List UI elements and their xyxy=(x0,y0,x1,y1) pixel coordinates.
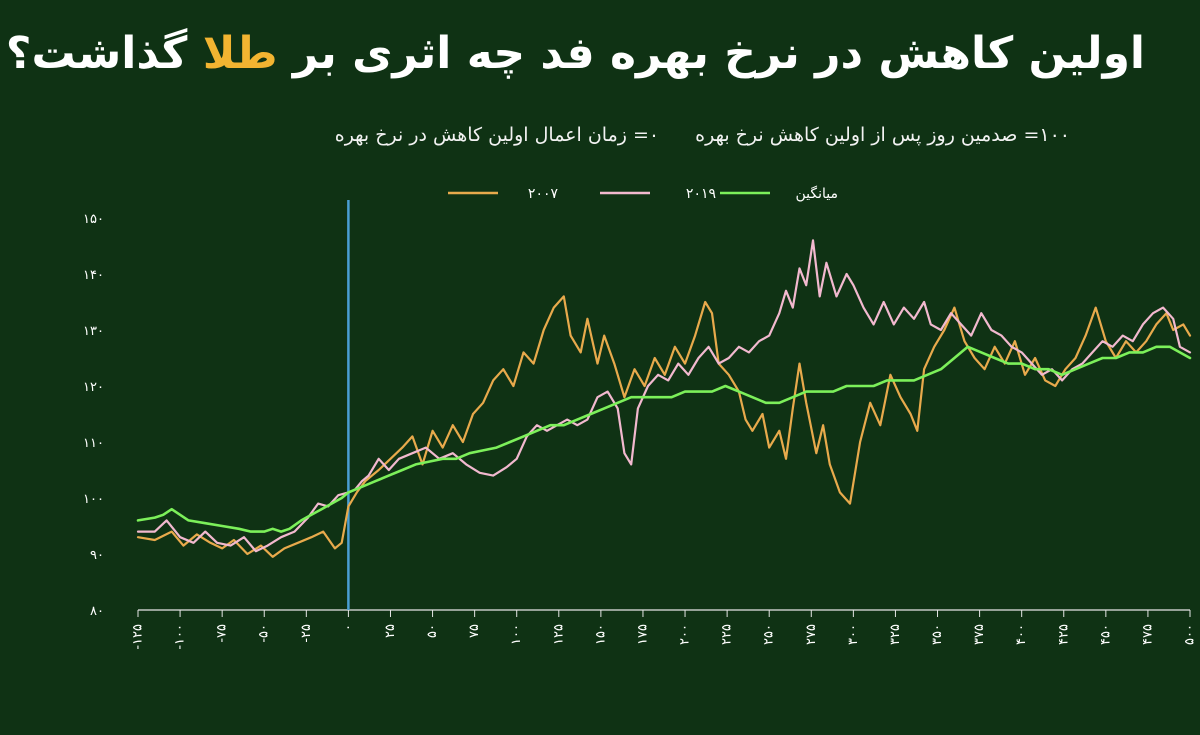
x-tick-label: ۱۲۵ xyxy=(551,624,566,645)
series-line-2007 xyxy=(136,295,1192,558)
y-tick-label: ۱۲۰ xyxy=(83,380,104,395)
x-tick-label: -۵۰ xyxy=(257,624,272,643)
x-tick-label: -۱۰۰ xyxy=(173,624,188,650)
x-tick-label: ۳۲۵ xyxy=(888,624,903,645)
y-tick-label: ۱۵۰ xyxy=(83,212,104,227)
x-tick-label: ۲۷۵ xyxy=(804,624,819,645)
y-tick-label: ۸۰ xyxy=(90,604,104,619)
legend-label-2007: ۲۰۰۷ xyxy=(528,186,559,202)
y-tick-label: ۱۴۰ xyxy=(83,268,104,283)
x-tick-label: ۴۰۰ xyxy=(1014,624,1029,645)
chart-subtitle: ۱۰۰= صدمین روز پس از اولین کاهش نرخ بهره… xyxy=(335,124,1070,146)
x-tick-label: ۳۰۰ xyxy=(846,624,861,645)
series-lines xyxy=(136,239,1192,558)
x-tick-label: ۵۰ xyxy=(425,624,440,638)
x-tick-label: -۱۲۵ xyxy=(131,624,146,650)
x-tick-label: ۴۲۵ xyxy=(1056,624,1071,645)
x-tick-label: -۷۵ xyxy=(215,624,230,643)
x-tick-label: ۲۵۰ xyxy=(762,624,777,645)
subtitle-note-0: ۰= زمان اعمال اولین کاهش در نرخ بهره xyxy=(334,124,660,146)
x-tick-label: ۱۷۵ xyxy=(635,624,650,645)
chart-legend: ۲۰۰۷ ۲۰۱۹ میانگین xyxy=(448,185,838,202)
x-tick-label: ۷۵ xyxy=(467,624,482,638)
y-tick-label: ۱۱۰ xyxy=(83,436,104,451)
legend-label-2019: ۲۰۱۹ xyxy=(686,186,716,202)
x-tick-label: ۳۷۵ xyxy=(972,624,987,645)
x-tick-label: ۲۰۰ xyxy=(678,624,693,645)
x-tick-label: ۲۲۵ xyxy=(720,624,735,645)
x-tick-label: ۱۵۰ xyxy=(593,624,608,645)
x-tick-label: -۲۵ xyxy=(299,624,314,643)
legend-label-avg: میانگین xyxy=(796,185,839,202)
series-line-avg xyxy=(136,345,1192,533)
x-tick-label: ۵۰۰ xyxy=(1183,624,1198,645)
subtitle-note-100: ۱۰۰= صدمین روز پس از اولین کاهش نرخ بهره xyxy=(695,124,1070,146)
y-tick-label: ۱۳۰ xyxy=(83,324,104,339)
y-tick-label: ۹۰ xyxy=(90,548,104,563)
title-highlight-gold: طلا xyxy=(202,28,278,79)
chart-axes: -۱۲۵ -۱۰۰ -۷۵ -۵۰ -۲۵ ۰ ۲۵ ۵۰ ۷۵ ۱۰۰ ۱۲۵ ۱۵۰ ۱۷۵ ۲۰۰ ۲… xyxy=(83,212,1197,650)
x-tick-label: ۳۵۰ xyxy=(930,624,945,645)
x-tick-label: ۴۷۵ xyxy=(1140,624,1155,645)
x-tick-label: ۲۵ xyxy=(383,624,398,638)
y-tick-label: ۱۰۰ xyxy=(83,492,104,507)
x-tick-label: ۰ xyxy=(341,624,356,631)
chart-title: اولین کاهش در نرخ بهره فد چه اثری بر طلا… xyxy=(5,28,1146,79)
x-tick-label: ۴۵۰ xyxy=(1098,624,1113,645)
x-tick-label: ۱۰۰ xyxy=(509,624,524,645)
series-line-2019 xyxy=(136,239,1192,553)
